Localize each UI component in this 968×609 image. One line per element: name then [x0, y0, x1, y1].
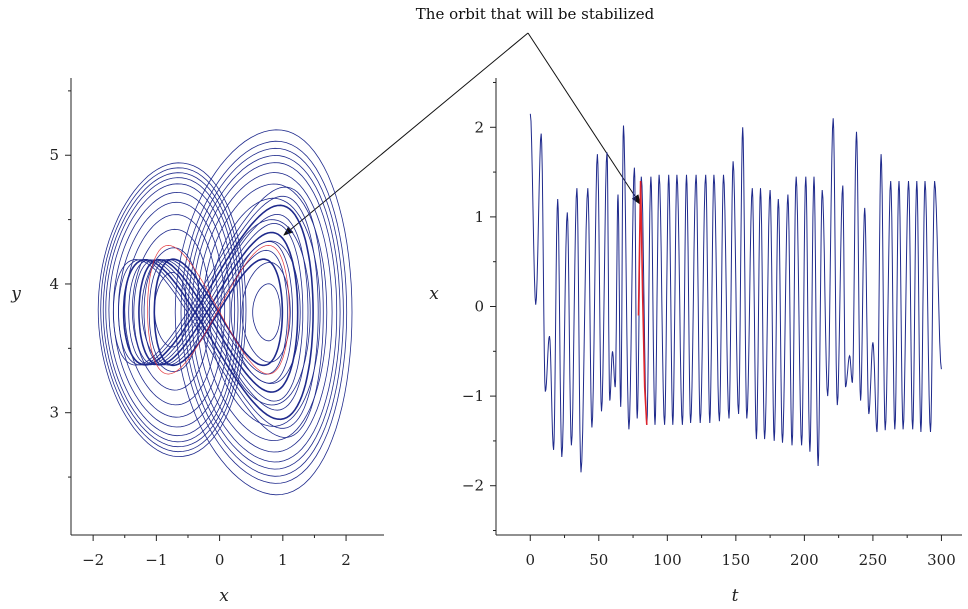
phase-portrait-loop — [174, 129, 353, 496]
time-series-stabilized-orbit — [637, 180, 648, 425]
time-series-y-tick-label: −1 — [462, 387, 484, 405]
annotation-arrows — [283, 32, 641, 236]
time-series-line — [529, 113, 942, 473]
phase-portrait-loop — [241, 261, 291, 363]
phase-portrait-x-tick-label: 0 — [215, 551, 225, 569]
phase-portrait-y-tick-label: 5 — [49, 146, 59, 164]
phase-portrait-strand — [118, 195, 319, 429]
time-series-chart: 0 50 100 150 200 250 300 −2 −1 0 1 2 t x — [429, 78, 962, 606]
phase-portrait-stabilized-orbit — [147, 245, 290, 375]
phase-portrait-loop — [131, 228, 211, 391]
phase-portrait-x-tick-label: 2 — [341, 551, 351, 569]
time-series-y-tick-label: 0 — [474, 298, 484, 316]
time-series-x-tick-label: 150 — [722, 551, 751, 569]
phase-portrait-loop — [124, 214, 219, 406]
phase-portrait-loop — [105, 177, 239, 443]
annotation-text: The orbit that will be stabilized — [416, 5, 655, 23]
phase-portrait-loop — [97, 162, 247, 458]
time-series-y-tick-label: −2 — [462, 477, 484, 495]
phase-portrait-plot-area — [97, 129, 353, 496]
phase-portrait-loop — [141, 247, 201, 373]
phase-portrait-loop — [187, 154, 341, 470]
annotation-arrow-left — [283, 32, 529, 236]
phase-portrait-loop — [219, 219, 311, 406]
phase-portrait-strand — [112, 186, 324, 438]
time-series-x-tick-label: 50 — [589, 551, 608, 569]
time-series-plot-area — [529, 113, 942, 473]
phase-portrait-y-tick-label: 4 — [49, 275, 59, 293]
phase-portrait-x-tick-label: −2 — [82, 551, 104, 569]
phase-portrait-strand — [122, 204, 314, 421]
time-series-xlabel: t — [732, 586, 739, 606]
phase-portrait-loop — [252, 283, 281, 342]
phase-portrait-strand — [153, 258, 284, 367]
time-series-x-tick-label: 200 — [790, 551, 819, 569]
time-series-ylabel: x — [429, 284, 439, 304]
phase-portrait-loop — [100, 167, 244, 453]
phase-portrait-loop — [196, 172, 333, 453]
time-series-x-tick-label: 250 — [859, 551, 888, 569]
phase-portrait-xlabel: x — [219, 586, 229, 606]
phase-portrait-strand — [128, 213, 309, 411]
phase-portrait-loop — [180, 140, 348, 484]
time-series-axes: 0 50 100 150 200 250 300 −2 −1 0 1 2 — [462, 78, 962, 569]
time-series-y-tick-label: 1 — [474, 208, 484, 226]
phase-portrait-y-tick-label: 3 — [49, 404, 59, 422]
time-series-y-tick-label: 2 — [474, 118, 484, 136]
phase-portrait-strand — [133, 222, 304, 402]
phase-portrait-loop — [191, 162, 338, 463]
annotation-arrow-right — [527, 32, 641, 205]
phase-portrait-x-tick-label: 1 — [278, 551, 288, 569]
phase-portrait-loop — [102, 172, 242, 448]
phase-portrait-axes: −2 −1 0 1 2 3 4 5 — [49, 78, 384, 569]
phase-portrait-ylabel: y — [10, 284, 21, 304]
phase-portrait-chart: −2 −1 0 1 2 3 4 5 x y — [10, 78, 384, 606]
phase-portrait-loop — [184, 147, 344, 477]
time-series-x-tick-label: 0 — [525, 551, 535, 569]
phase-portrait-loop — [209, 197, 321, 427]
time-series-x-tick-label: 100 — [653, 551, 682, 569]
phase-portrait-x-tick-label: −1 — [145, 551, 167, 569]
phase-portrait-loop — [230, 240, 301, 385]
time-series-x-tick-label: 300 — [927, 551, 956, 569]
